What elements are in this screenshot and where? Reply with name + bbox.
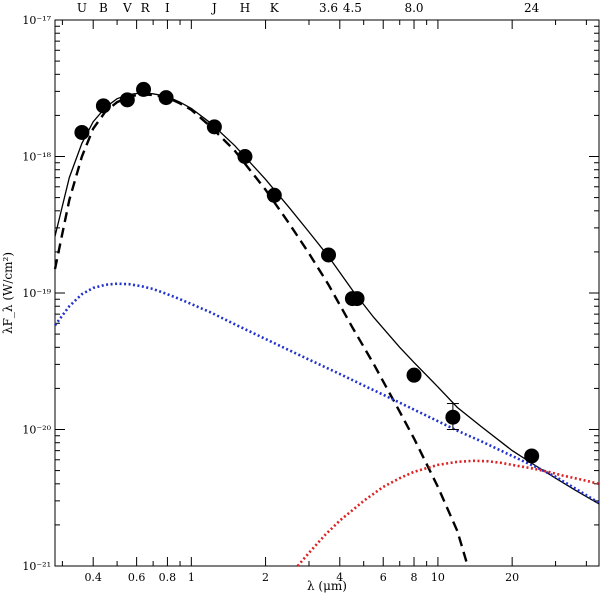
model-curve-dotted: [53, 282, 600, 505]
y-tick-label: 10⁻¹⁹: [22, 287, 51, 300]
band-label: 3.6: [319, 1, 338, 15]
model-curve-dashed: [53, 93, 469, 567]
y-tick-label: 10⁻²⁰: [22, 424, 51, 437]
data-point: [445, 409, 461, 425]
data-point: [136, 81, 152, 97]
band-label: B: [99, 1, 108, 15]
y-axis: 10⁻²¹ 10⁻²⁰ 10⁻¹⁹ 10⁻¹⁸ 10⁻¹⁷: [22, 14, 599, 573]
data-point: [74, 124, 90, 140]
band-label: 8.0: [404, 1, 423, 15]
x-tick-label: 6: [380, 571, 387, 584]
x-tick-label: 0.6: [128, 571, 146, 584]
x-tick-label: 8: [411, 571, 418, 584]
y-tick-label: 10⁻¹⁷: [22, 14, 51, 27]
x-tick-label: 2: [262, 571, 269, 584]
x-tick-label: 20: [505, 571, 519, 584]
band-label: J: [210, 1, 217, 15]
y-tick-label: 10⁻¹⁸: [22, 151, 51, 164]
data-point: [349, 291, 365, 307]
y-tick-label: 10⁻²¹: [22, 560, 51, 573]
x-tick-label: 10: [431, 571, 445, 584]
band-label: H: [240, 1, 250, 15]
data-point: [321, 247, 337, 263]
data-point: [237, 149, 253, 164]
x-tick-label: 1: [188, 571, 195, 584]
x-tick-label: 4: [336, 571, 343, 584]
band-label: U: [77, 1, 87, 15]
model-curve-solid: [54, 92, 600, 505]
data-points: [74, 81, 540, 464]
band-label: K: [270, 1, 280, 15]
data-point: [206, 119, 222, 135]
band-label: 4.5: [343, 1, 362, 15]
x-tick-label: 0.8: [159, 571, 177, 584]
x-axis: 0.4 0.6 0.8 1 2 4 6 8 10 20: [61, 20, 587, 584]
data-point: [158, 90, 174, 106]
y-axis-title: λF_λ (W/cm²): [1, 252, 15, 334]
x-tick-label: 0.4: [84, 571, 102, 584]
data-point: [524, 448, 540, 464]
band-label: I: [165, 1, 170, 15]
band-labels: U B V R I J H K 3.6 4.5 8.0 24: [77, 1, 540, 15]
data-point: [119, 92, 135, 108]
data-point: [406, 367, 422, 383]
x-axis-title: λ (μm): [307, 579, 347, 593]
band-label: 24: [524, 1, 540, 15]
model-curves: [53, 92, 600, 567]
band-label: V: [122, 1, 132, 15]
data-point: [266, 187, 282, 203]
data-point: [95, 98, 111, 114]
band-label: R: [141, 1, 151, 15]
plot-frame: [54, 19, 600, 567]
